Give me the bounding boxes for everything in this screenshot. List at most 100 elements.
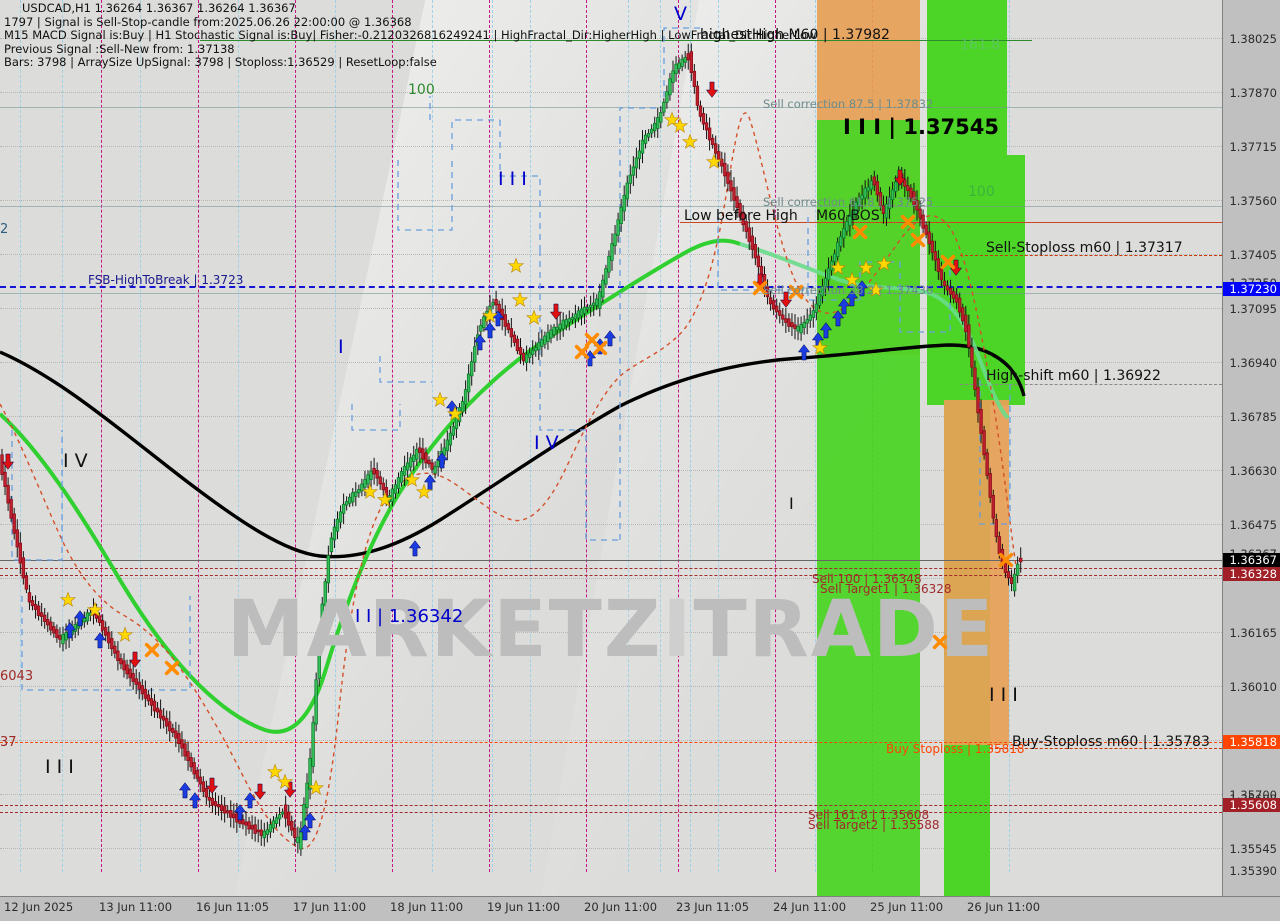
annotation-m60-bos: M60-BOS [816,208,880,224]
buy-arrow [188,792,202,809]
candle-body [616,219,620,236]
candle-body [354,491,358,497]
annotation-sell-correction-875: Sell correction 87.5 | 1.37832 [763,97,934,111]
candle-body [122,660,126,671]
level-sell-correction-875 [0,107,1222,108]
star-marker [843,271,861,287]
candle-body [775,305,779,313]
candle-body [216,804,221,808]
candle-body [695,85,700,106]
candle-body [750,235,754,250]
price-tick: 1.36475 [1229,518,1277,532]
candle-body [680,58,684,67]
candle-body [451,426,456,436]
zone-orange-lower [944,400,1009,745]
candle-body [881,205,886,214]
candle-body [671,70,675,83]
candle-body [332,526,337,541]
candle-body [131,673,135,682]
grid-line [0,848,1222,849]
candle-body [247,821,251,830]
candle-body [839,236,843,247]
time-axis-label: 19 Jun 11:00 [487,900,561,914]
candle-body [704,122,709,131]
day-separator [775,0,776,872]
price-tick: 1.36785 [1229,410,1277,424]
candle-body [857,197,861,207]
candle-body [582,306,587,314]
candle-body [21,557,26,579]
candle-body [58,635,62,640]
star-marker [481,307,499,323]
candle-body [473,346,477,363]
day-separator [295,0,296,872]
buy-arrow [837,298,851,315]
day-separator [101,0,102,872]
candle-body [564,319,568,326]
candle-body [585,306,590,310]
candle-body [469,361,474,377]
candle-body [653,123,657,132]
candle-body [375,470,379,479]
session-line [140,0,141,872]
candle-body [768,297,773,305]
candle-body [518,347,523,355]
chart-plot-area[interactable]: MARKETZITRADE FSB-HighToBreak | 1.3723 hi… [0,0,1223,896]
level-high-shift-m60 [960,384,1222,385]
candle-body [396,477,401,489]
candle-body [146,694,151,702]
time-axis-label: 26 Jun 11:00 [967,900,1041,914]
annotation-sell-target2: Sell Target2 | 1.35588 [808,818,940,832]
ma-slow-line [0,343,1026,559]
candle-body [610,243,614,261]
candle-body [967,324,971,348]
candle-body [659,112,663,123]
candle-body [408,457,413,468]
annotation-low-before-high: Low before High [684,208,798,224]
candle-body [311,722,315,767]
annotation-wave-one-center: I [789,494,794,513]
candle-body [9,499,13,519]
candle-body [43,614,47,622]
candle-body [826,267,831,281]
candle-body [796,326,800,332]
candle-body [427,459,431,465]
annotation-wave-one-left: I [338,336,344,358]
time-axis-label: 25 Jun 11:00 [870,900,944,914]
grid-line [0,200,1222,201]
day-separator [198,0,199,872]
candle-body [674,63,678,75]
candle-body [744,221,748,232]
candle-body [954,294,959,303]
price-scale[interactable]: 1.38025 1.37870 1.37715 1.37560 1.37405 1.372… [1223,0,1280,896]
level-sell-correction-618 [0,206,1222,207]
star-marker [266,763,284,779]
candle-body [104,627,108,636]
candle-body [204,787,209,798]
candle-body [805,319,809,324]
candle-body [689,51,693,74]
candle-body [177,733,181,745]
candle-body [607,255,611,273]
buy-arrow [831,310,845,327]
candle-body [323,581,327,606]
sell-arrow [705,81,719,98]
candle-body [555,326,559,331]
price-tick: 1.37405 [1229,248,1277,262]
session-line [660,0,661,872]
annotation-price-clip-left-mid: 6043 [0,669,34,684]
candle-body [405,462,410,471]
candle-body [799,324,803,334]
time-axis[interactable]: 12 Jun 2025 13 Jun 11:00 16 Jun 11:05 17 Ju… [0,896,1280,921]
candle-body [912,191,916,206]
star-marker [361,483,379,499]
candle-body [61,634,65,645]
candle-body [543,335,547,345]
candle-body [726,171,730,184]
sell-arrow [779,291,793,308]
candle-body [875,181,880,196]
candle-body [256,829,260,833]
candle-body [741,211,745,226]
session-line [628,0,629,872]
candle-body [625,182,629,200]
